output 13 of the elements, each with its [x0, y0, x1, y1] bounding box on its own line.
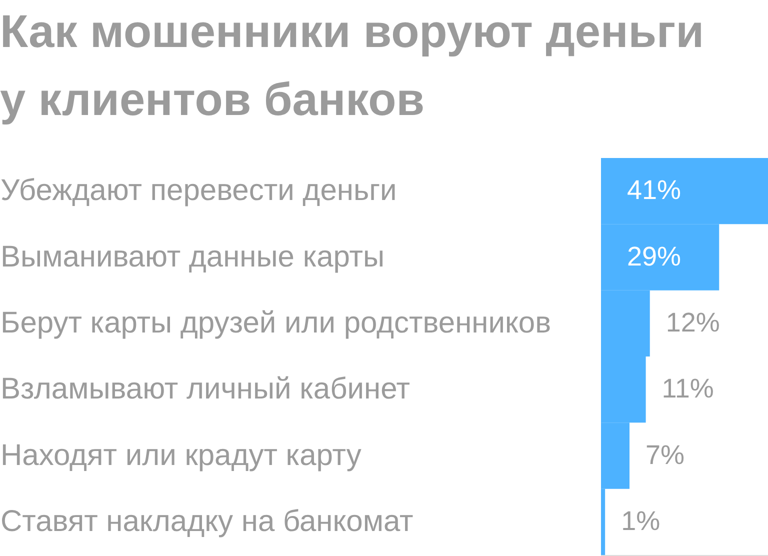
y-tick-label: Взламывают личный кабинет	[0, 372, 410, 406]
y-tick-label: Берут карты друзей или родственников	[0, 306, 552, 340]
data-label: 1%	[621, 506, 660, 536]
data-label: 41%	[627, 175, 682, 206]
data-label: 7%	[646, 440, 685, 470]
y-tick-label: Ставят накладку на банкомат	[0, 504, 414, 538]
data-label: 12%	[666, 307, 720, 338]
data-label: 11%	[662, 374, 714, 404]
chart-title: Как мошенники воруют деньги у клиентов банков	[0, 5, 704, 125]
y-tick-label: Убеждают перевести деньги	[0, 174, 397, 208]
y-tick-label: Находят или крадут карту	[0, 438, 362, 472]
y-tick-label: Выманивают данные карты	[0, 240, 385, 274]
data-label: 29%	[627, 241, 682, 272]
